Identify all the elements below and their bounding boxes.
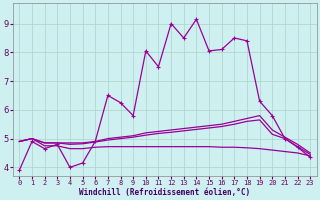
X-axis label: Windchill (Refroidissement éolien,°C): Windchill (Refroidissement éolien,°C) [79, 188, 250, 197]
